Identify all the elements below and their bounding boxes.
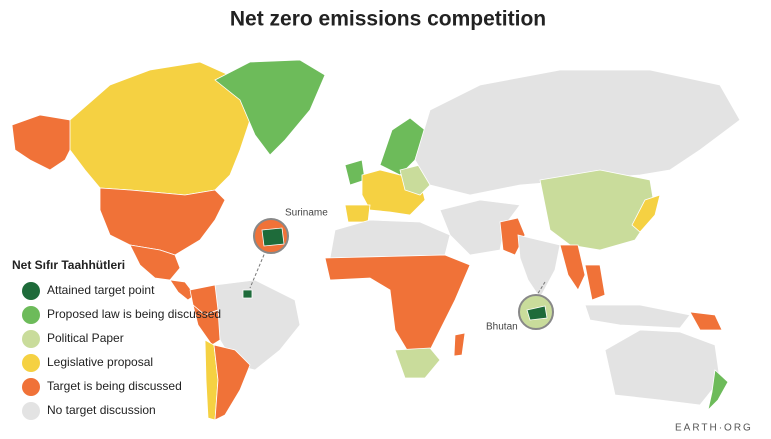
- country-region: [213, 344, 251, 421]
- legend-swatch: [22, 282, 40, 300]
- country-region: [11, 114, 76, 171]
- country-region: [99, 187, 226, 256]
- legend-label: Legislative proposal: [47, 355, 153, 369]
- legend-swatch: [22, 330, 40, 348]
- country-region: [604, 329, 721, 406]
- world-map: [11, 59, 741, 421]
- legend-label: Target is being discussed: [47, 379, 182, 393]
- country-region: [584, 304, 691, 329]
- country-region: [584, 264, 606, 301]
- callout-region: [526, 305, 548, 321]
- country-region: [69, 61, 251, 196]
- country-region: [631, 194, 661, 233]
- country-region: [559, 244, 586, 291]
- legend-label: No target discussion: [47, 403, 156, 417]
- country-region: [329, 219, 451, 259]
- country-region: [242, 289, 253, 299]
- annotation: Suriname: [285, 208, 328, 219]
- country-region: [129, 244, 181, 281]
- country-region: [394, 347, 441, 379]
- country-region: [453, 332, 466, 357]
- country-region: [689, 311, 723, 331]
- callout-region: [261, 227, 285, 247]
- country-region: [324, 254, 471, 356]
- legend-swatch: [22, 378, 40, 396]
- country-region: [414, 69, 741, 196]
- map-title: Net zero emissions competition: [230, 8, 546, 31]
- callout-line: [536, 281, 546, 296]
- legend-label: Proposed law is being discussed: [47, 307, 221, 321]
- country-region: [344, 204, 371, 223]
- country-region: [539, 169, 656, 251]
- legend-title: Net Sıfır Taahhütleri: [12, 258, 125, 272]
- callout-line: [249, 249, 267, 289]
- annotation: Bhutan: [486, 322, 518, 333]
- brand: EARTH·ORG: [675, 423, 753, 434]
- legend-label: Political Paper: [47, 331, 124, 345]
- legend-swatch: [22, 354, 40, 372]
- country-region: [214, 59, 326, 156]
- legend-label: Attained target point: [47, 283, 155, 297]
- legend-swatch: [22, 306, 40, 324]
- country-region: [517, 234, 561, 299]
- country-region: [707, 369, 729, 412]
- legend-swatch: [22, 402, 40, 420]
- country-region: [192, 303, 221, 346]
- legend: Net Sıfır Taahhütleri Attained target po…: [12, 258, 221, 420]
